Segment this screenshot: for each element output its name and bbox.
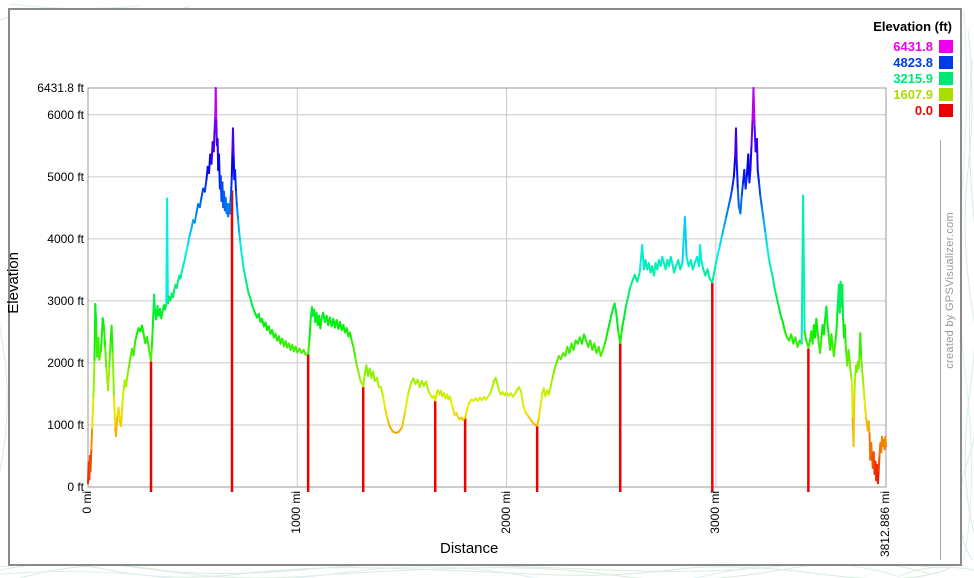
x-tick-label: 3812.886 mi bbox=[878, 491, 892, 558]
waypoint-markers bbox=[149, 190, 810, 492]
legend-entry: 4823.8 bbox=[873, 54, 953, 70]
legend-entry: 6431.8 bbox=[873, 38, 953, 54]
y-axis-title: Elevation bbox=[5, 252, 22, 314]
y-tick-label: 2000 ft bbox=[47, 355, 84, 370]
x-tick-label: 0 mi bbox=[80, 491, 94, 514]
watermark-credit: created by GPSVisualizer.com bbox=[944, 212, 956, 369]
elevation-profile-path bbox=[87, 87, 887, 485]
legend-entry: 1607.9 bbox=[873, 86, 953, 102]
x-tick-label: 1000 mi bbox=[289, 491, 304, 534]
legend-color-swatch bbox=[939, 103, 953, 117]
x-tick-label: 2000 mi bbox=[498, 491, 513, 534]
legend-entry-value: 3215.9 bbox=[893, 70, 933, 86]
legend-entry-value: 4823.8 bbox=[893, 54, 933, 70]
legend-color-swatch bbox=[939, 71, 953, 85]
x-tick-label: 3000 mi bbox=[707, 491, 722, 534]
y-tick-label: 0 ft bbox=[67, 480, 84, 494]
legend-color-swatch bbox=[939, 87, 953, 101]
legend-entries: 6431.8 4823.8 3215.9 1607.9 0.0 bbox=[873, 38, 953, 118]
y-tick-label: 6431.8 ft bbox=[37, 81, 84, 95]
legend-title: Elevation (ft) bbox=[873, 19, 952, 34]
plot-border bbox=[87, 87, 887, 488]
y-tick-label: 6000 ft bbox=[47, 107, 84, 122]
x-axis-title: Distance bbox=[440, 540, 499, 557]
legend-color-swatch bbox=[939, 39, 953, 53]
y-tick-label: 5000 ft bbox=[47, 169, 84, 184]
grid bbox=[88, 88, 886, 487]
y-tick-label: 1000 ft bbox=[47, 417, 84, 432]
y-tick-label: 4000 ft bbox=[47, 231, 84, 246]
legend-entry: 0.0 bbox=[873, 102, 953, 118]
elevation-legend: Elevation (ft) 6431.8 4823.8 3215.9 1607.9 0… bbox=[873, 19, 953, 118]
legend-entry: 3215.9 bbox=[873, 70, 953, 86]
profile-image-right-edge bbox=[940, 140, 941, 560]
legend-entry-value: 0.0 bbox=[914, 102, 933, 118]
legend-entry-value: 1607.9 bbox=[893, 86, 933, 102]
legend-color-swatch bbox=[939, 55, 953, 69]
y-tick-label: 3000 ft bbox=[47, 293, 84, 308]
legend-entry-value: 6431.8 bbox=[893, 38, 933, 54]
